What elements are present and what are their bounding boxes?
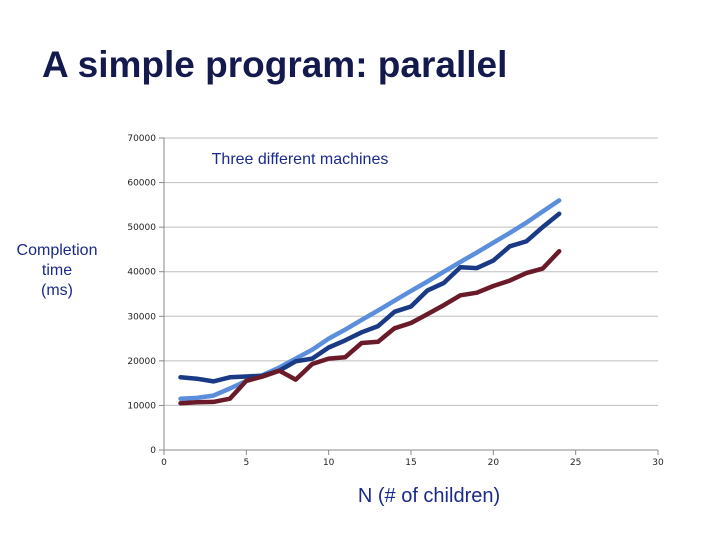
y-tick-label: 50000 xyxy=(127,223,156,233)
x-tick-label: 25 xyxy=(570,458,581,468)
x-tick-label: 30 xyxy=(652,458,664,468)
y-tick-label: 40000 xyxy=(127,268,156,278)
y-tick-label: 70000 xyxy=(127,134,156,144)
y-axis-label-line: (ms) xyxy=(41,282,73,299)
y-tick-label: 20000 xyxy=(127,357,156,367)
text-layer: 0 10000 20000 30000 40000 50000 60000 70000 0 5 10… xyxy=(17,134,664,507)
series-line-1 xyxy=(178,198,562,401)
y-tick-label: 0 xyxy=(150,446,156,456)
series-line-2 xyxy=(178,211,562,384)
x-tick-label: 0 xyxy=(161,458,167,468)
y-tick-label: 60000 xyxy=(127,179,156,189)
chart-annotation: Three different machines xyxy=(212,151,389,168)
axis-layer xyxy=(159,137,659,455)
x-tick-label: 15 xyxy=(405,458,416,468)
x-axis-label: N (# of children) xyxy=(358,485,500,507)
y-axis-label-line: Completion xyxy=(17,242,98,259)
x-tick-label: 5 xyxy=(243,458,249,468)
y-axis-label-line: time xyxy=(42,262,72,279)
x-tick-label: 20 xyxy=(488,458,500,468)
grid-layer xyxy=(164,137,658,406)
series-layer xyxy=(178,198,562,406)
y-tick-label: 10000 xyxy=(127,401,156,411)
y-axis-label: Completion time (ms) xyxy=(17,242,98,299)
series-line-3 xyxy=(178,248,562,406)
slide-title: A simple program: parallel xyxy=(42,44,508,85)
x-tick-label: 10 xyxy=(323,458,335,468)
y-tick-label: 30000 xyxy=(127,312,156,322)
